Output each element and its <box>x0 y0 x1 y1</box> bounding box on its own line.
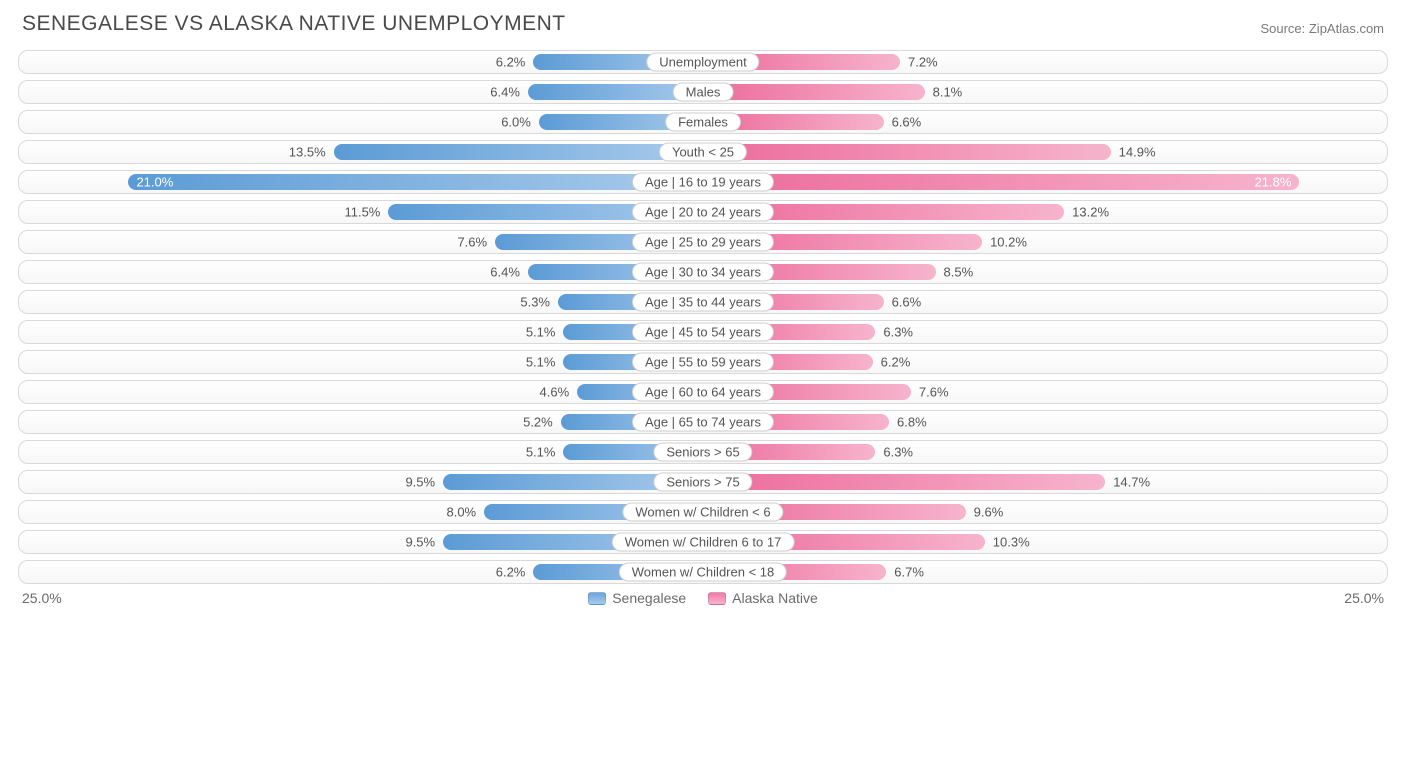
category-label: Females <box>665 113 741 132</box>
value-right: 14.9% <box>1119 145 1156 160</box>
value-right: 6.2% <box>881 355 911 370</box>
bar-right <box>703 174 1299 190</box>
value-left: 6.4% <box>490 85 520 100</box>
category-label: Seniors > 65 <box>653 443 752 462</box>
value-left: 5.2% <box>523 415 553 430</box>
value-right: 8.5% <box>944 265 974 280</box>
value-left: 21.0% <box>136 175 173 190</box>
legend-swatch-blue <box>588 592 606 605</box>
chart-row: 6.2% 6.7% Women w/ Children < 18 <box>18 560 1388 584</box>
value-left: 6.0% <box>501 115 531 130</box>
value-right: 13.2% <box>1072 205 1109 220</box>
value-left: 8.0% <box>446 505 476 520</box>
category-label: Women w/ Children < 18 <box>619 563 787 582</box>
value-left: 7.6% <box>457 235 487 250</box>
value-left: 4.6% <box>540 385 570 400</box>
value-right: 8.1% <box>933 85 963 100</box>
bar-right <box>703 84 925 100</box>
chart-row: 9.5% 14.7% Seniors > 75 <box>18 470 1388 494</box>
chart-row: 7.6% 10.2% Age | 25 to 29 years <box>18 230 1388 254</box>
chart-row: 9.5% 10.3% Women w/ Children 6 to 17 <box>18 530 1388 554</box>
category-label: Age | 16 to 19 years <box>632 173 774 192</box>
value-left: 5.1% <box>526 445 556 460</box>
bar-left <box>128 174 703 190</box>
chart-row: 6.4% 8.1% Males <box>18 80 1388 104</box>
value-left: 5.1% <box>526 325 556 340</box>
diverging-bar-chart: 6.2% 7.2% Unemployment 6.4% 8.1% Males 6.0% 6.6… <box>18 50 1388 584</box>
chart-row: 5.1% 6.3% Age | 45 to 54 years <box>18 320 1388 344</box>
category-label: Youth < 25 <box>659 143 747 162</box>
value-right: 6.6% <box>892 295 922 310</box>
value-left: 5.1% <box>526 355 556 370</box>
value-right: 21.8% <box>1255 175 1292 190</box>
chart-row: 5.1% 6.3% Seniors > 65 <box>18 440 1388 464</box>
category-label: Seniors > 75 <box>653 473 752 492</box>
chart-row: 4.6% 7.6% Age | 60 to 64 years <box>18 380 1388 404</box>
chart-row: 13.5% 14.9% Youth < 25 <box>18 140 1388 164</box>
chart-row: 11.5% 13.2% Age | 20 to 24 years <box>18 200 1388 224</box>
category-label: Unemployment <box>646 53 759 72</box>
value-right: 6.3% <box>883 445 913 460</box>
chart-row: 6.4% 8.5% Age | 30 to 34 years <box>18 260 1388 284</box>
category-label: Age | 65 to 74 years <box>632 413 774 432</box>
category-label: Age | 25 to 29 years <box>632 233 774 252</box>
legend-swatch-pink <box>708 592 726 605</box>
value-right: 10.3% <box>993 535 1030 550</box>
bar-right <box>703 474 1105 490</box>
axis-max-left: 25.0% <box>22 590 62 606</box>
value-right: 6.7% <box>894 565 924 580</box>
chart-row: 8.0% 9.6% Women w/ Children < 6 <box>18 500 1388 524</box>
category-label: Age | 35 to 44 years <box>632 293 774 312</box>
chart-row: 5.2% 6.8% Age | 65 to 74 years <box>18 410 1388 434</box>
legend-item-left: Senegalese <box>588 590 686 606</box>
value-right: 6.3% <box>883 325 913 340</box>
chart-row: 5.1% 6.2% Age | 55 to 59 years <box>18 350 1388 374</box>
value-left: 13.5% <box>289 145 326 160</box>
chart-row: 21.0% 21.8% Age | 16 to 19 years <box>18 170 1388 194</box>
category-label: Women w/ Children 6 to 17 <box>612 533 795 552</box>
legend-label-right: Alaska Native <box>732 590 818 606</box>
value-left: 11.5% <box>344 205 380 220</box>
category-label: Males <box>673 83 734 102</box>
value-right: 7.6% <box>919 385 949 400</box>
category-label: Age | 55 to 59 years <box>632 353 774 372</box>
value-right: 6.6% <box>892 115 922 130</box>
chart-row: 5.3% 6.6% Age | 35 to 44 years <box>18 290 1388 314</box>
category-label: Age | 20 to 24 years <box>632 203 774 222</box>
chart-title: SENEGALESE VS ALASKA NATIVE UNEMPLOYMENT <box>22 12 566 36</box>
legend-item-right: Alaska Native <box>708 590 818 606</box>
value-left: 5.3% <box>520 295 550 310</box>
value-left: 6.2% <box>496 55 526 70</box>
chart-row: 6.0% 6.6% Females <box>18 110 1388 134</box>
value-left: 9.5% <box>405 475 435 490</box>
legend: Senegalese Alaska Native <box>588 590 818 606</box>
category-label: Women w/ Children < 6 <box>622 503 783 522</box>
chart-footer: 25.0% Senegalese Alaska Native 25.0% <box>18 590 1388 606</box>
chart-row: 6.2% 7.2% Unemployment <box>18 50 1388 74</box>
value-right: 9.6% <box>974 505 1004 520</box>
legend-label-left: Senegalese <box>612 590 686 606</box>
value-right: 14.7% <box>1113 475 1150 490</box>
bar-right <box>703 144 1111 160</box>
category-label: Age | 60 to 64 years <box>632 383 774 402</box>
value-right: 7.2% <box>908 55 938 70</box>
chart-header: SENEGALESE VS ALASKA NATIVE UNEMPLOYMENT… <box>18 12 1388 36</box>
chart-source: Source: ZipAtlas.com <box>1260 21 1384 36</box>
category-label: Age | 30 to 34 years <box>632 263 774 282</box>
axis-max-right: 25.0% <box>1344 590 1384 606</box>
value-left: 6.4% <box>490 265 520 280</box>
category-label: Age | 45 to 54 years <box>632 323 774 342</box>
value-left: 6.2% <box>496 565 526 580</box>
value-left: 9.5% <box>405 535 435 550</box>
bar-left <box>334 144 703 160</box>
value-right: 6.8% <box>897 415 927 430</box>
value-right: 10.2% <box>990 235 1027 250</box>
